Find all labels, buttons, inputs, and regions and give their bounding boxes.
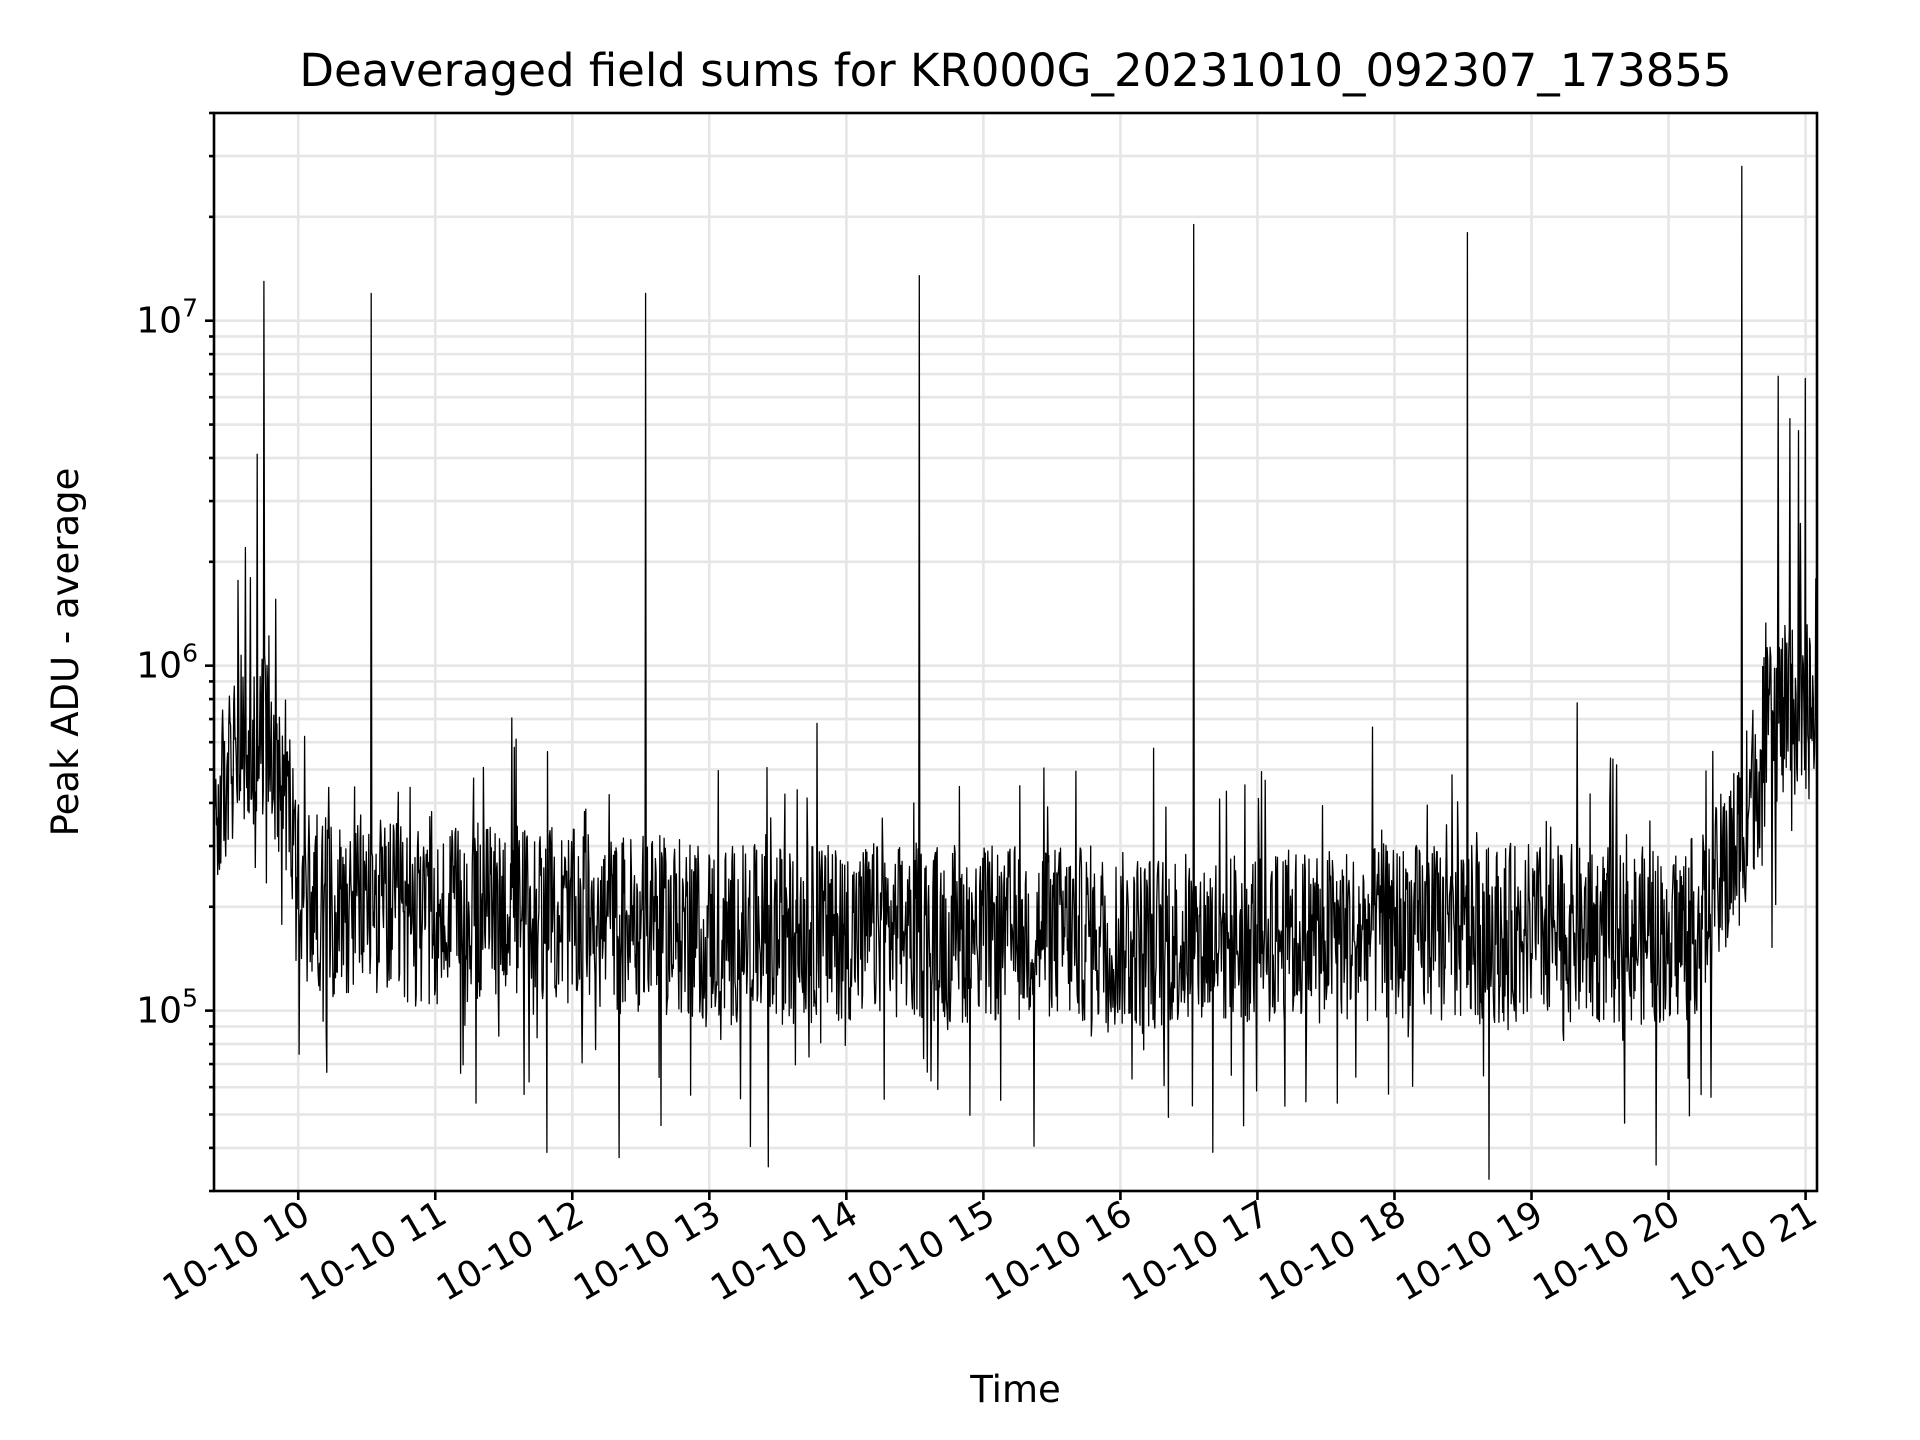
- y-tick-label: 105: [136, 984, 198, 1032]
- y-axis-label: Peak ADU - average: [44, 468, 87, 837]
- plot-frame: [212, 111, 1819, 1193]
- series-line: [213, 165, 1818, 1180]
- y-tick-label: 107: [136, 294, 198, 342]
- chart-title: Deaveraged field sums for KR000G_2023101…: [299, 44, 1731, 97]
- x-axis-label: Time: [969, 1368, 1061, 1411]
- series-layer: [213, 165, 1818, 1180]
- y-tick-label: 106: [136, 639, 198, 687]
